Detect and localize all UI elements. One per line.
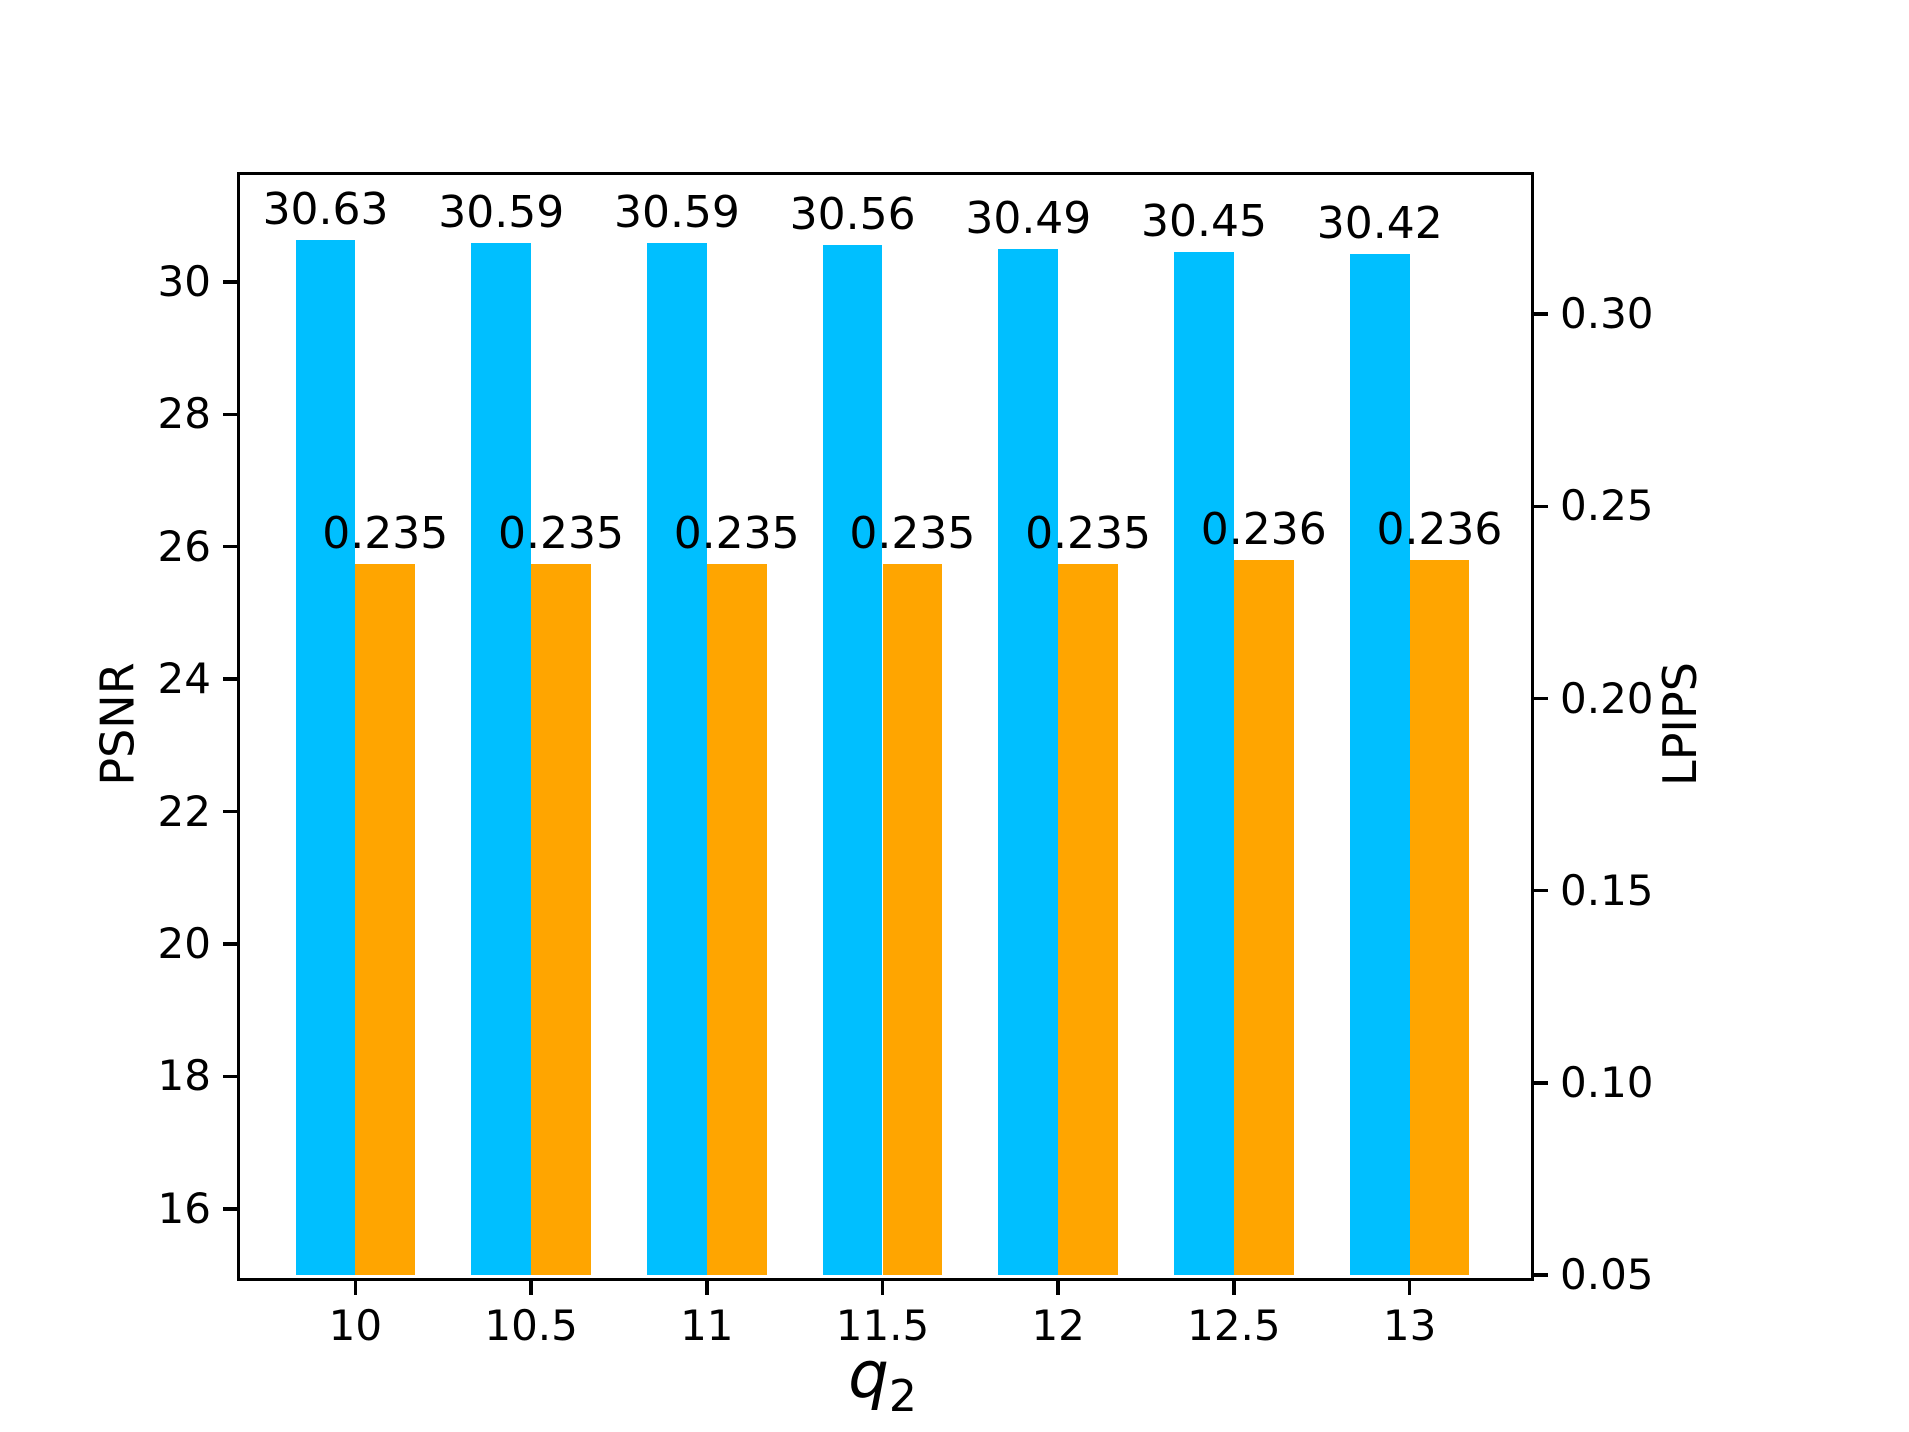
x-axis-tick-label: 13 (1382, 1301, 1437, 1350)
psnr-value-label: 30.63 (262, 184, 389, 236)
lpips-bar (531, 564, 591, 1275)
left-axis-tick (223, 544, 237, 549)
right-axis-title-text: LPIPS (1653, 661, 1707, 786)
x-axis-tick-label: 12.5 (1187, 1301, 1281, 1350)
left-axis-tick-label: 16 (157, 1183, 211, 1233)
lpips-bar (706, 564, 767, 1275)
x-axis-tick (880, 1281, 885, 1295)
x-axis-tick (529, 1281, 533, 1295)
x-axis-title-base: q (848, 1339, 889, 1413)
right-axis-tick (1534, 504, 1548, 509)
right-axis-tick (1534, 312, 1548, 316)
psnr-bar (471, 242, 532, 1275)
lpips-value-label: 0.235 (673, 508, 800, 559)
x-axis-title: q2 (237, 1338, 1528, 1424)
psnr-value-label: 30.59 (613, 186, 740, 238)
left-axis-tick-label: 30 (157, 256, 211, 306)
right-axis-tick (1534, 1081, 1548, 1085)
x-axis-tick (1056, 1281, 1060, 1295)
left-axis-tick-label: 24 (157, 654, 211, 704)
left-axis-tick-label: 22 (157, 786, 211, 836)
right-axis-tick (1534, 696, 1548, 701)
x-axis-tick-label: 12 (1031, 1301, 1085, 1350)
left-axis-tick (223, 677, 237, 681)
x-axis-tick (1232, 1281, 1236, 1295)
lpips-bar (1058, 564, 1118, 1275)
x-axis-tick (1407, 1281, 1412, 1295)
psnr-value-label: 30.49 (965, 193, 1092, 245)
left-axis-tick (223, 809, 237, 814)
x-axis-tick (353, 1281, 358, 1295)
psnr-value-label: 30.56 (789, 188, 916, 240)
left-axis-tick (223, 1207, 237, 1211)
psnr-bar (1349, 254, 1410, 1275)
left-axis-tick (223, 280, 237, 284)
right-axis-tick (1534, 888, 1548, 893)
lpips-value-label: 0.236 (1376, 504, 1503, 556)
right-axis-tick-label: 0.20 (1560, 673, 1654, 723)
x-axis-tick-label: 11.5 (835, 1301, 930, 1350)
left-axis-tick-label: 28 (157, 389, 211, 439)
right-axis-tick-label: 0.25 (1560, 481, 1654, 531)
x-axis-tick-label: 10 (328, 1301, 383, 1350)
right-axis-tick-label: 0.05 (1560, 1250, 1654, 1299)
left-axis-tick-label: 26 (157, 521, 211, 571)
lpips-value-label: 0.235 (1025, 508, 1152, 559)
left-axis-tick-label: 20 (157, 918, 211, 968)
right-axis-tick-label: 0.30 (1560, 289, 1654, 339)
right-axis-tick-label: 0.10 (1560, 1057, 1654, 1107)
x-axis-tick-label: 10.5 (484, 1301, 578, 1350)
right-axis-title: LPIPS (1653, 172, 1707, 1275)
lpips-value-label: 0.235 (497, 508, 624, 559)
psnr-bar (822, 244, 883, 1275)
psnr-bar (295, 240, 356, 1275)
right-axis-tick (1534, 1273, 1548, 1277)
x-axis-tick-label: 11 (680, 1301, 734, 1350)
psnr-bar (647, 242, 707, 1275)
left-axis-title: PSNR (91, 172, 145, 1275)
psnr-value-label: 30.42 (1316, 198, 1443, 250)
lpips-bar (1409, 560, 1470, 1275)
left-axis-tick (223, 412, 237, 417)
lpips-value-label: 0.236 (1200, 504, 1327, 556)
psnr-bar (998, 249, 1059, 1275)
lpips-bar (355, 564, 416, 1275)
left-axis-tick (223, 942, 237, 946)
psnr-bar (1174, 252, 1234, 1275)
left-axis-tick (223, 1074, 237, 1079)
lpips-bar (1233, 560, 1294, 1275)
lpips-bar (882, 564, 943, 1275)
right-axis-tick-label: 0.15 (1560, 865, 1654, 915)
left-axis-tick-label: 18 (157, 1051, 211, 1101)
x-axis-tick (705, 1281, 709, 1295)
lpips-value-label: 0.235 (322, 508, 449, 559)
left-axis-title-text: PSNR (91, 661, 145, 786)
psnr-value-label: 30.45 (1141, 196, 1267, 248)
x-axis-title-subscript: 2 (888, 1371, 917, 1422)
lpips-value-label: 0.235 (849, 508, 976, 559)
psnr-value-label: 30.59 (438, 186, 565, 238)
